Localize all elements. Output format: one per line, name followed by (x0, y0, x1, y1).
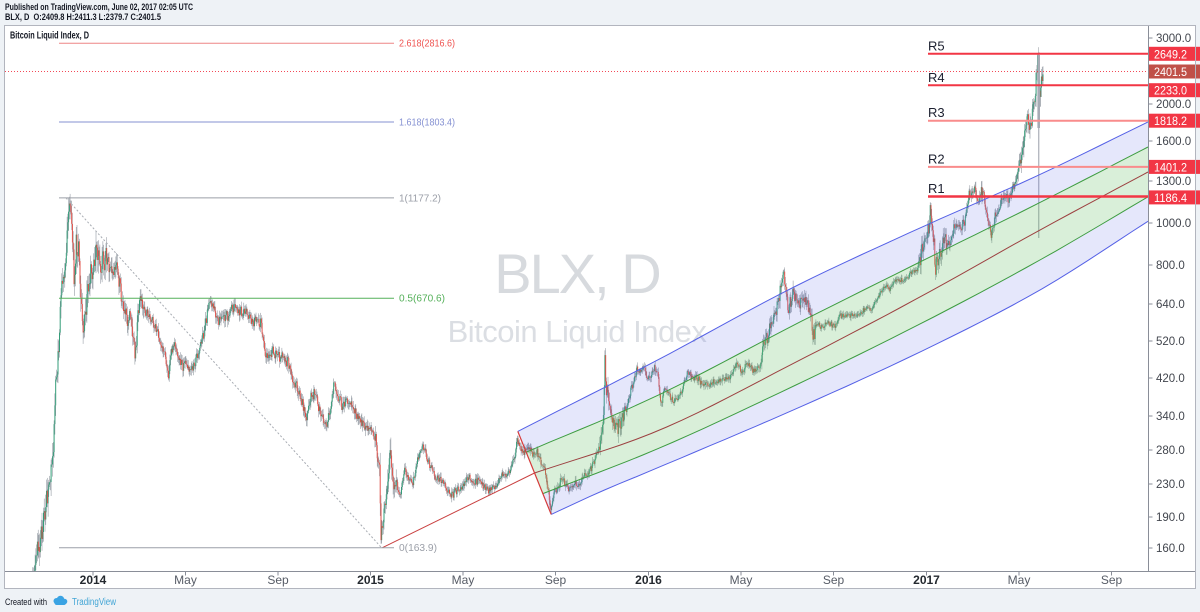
svg-text:Published on TradingView.com,: Published on TradingView.com, June 02, 2… (5, 2, 193, 13)
svg-text:BLX, D: BLX, D (494, 242, 659, 305)
svg-text:1818.2: 1818.2 (1154, 116, 1187, 128)
svg-text:R1: R1 (928, 181, 945, 196)
svg-text:800.0: 800.0 (1156, 260, 1185, 272)
svg-text:0(163.9): 0(163.9) (399, 543, 437, 554)
svg-text:2.618(2816.6): 2.618(2816.6) (399, 39, 455, 50)
svg-text:1600.0: 1600.0 (1156, 136, 1191, 148)
svg-text:Bitcoin Liquid Index: Bitcoin Liquid Index (448, 314, 708, 349)
svg-text:May: May (174, 573, 197, 587)
svg-text:R5: R5 (928, 38, 945, 53)
svg-text:R2: R2 (928, 151, 945, 166)
svg-text:R3: R3 (928, 105, 945, 120)
svg-text:May: May (452, 573, 475, 587)
svg-text:1000.0: 1000.0 (1156, 218, 1191, 230)
svg-text:2016: 2016 (635, 573, 662, 587)
svg-text:3000.0: 3000.0 (1156, 33, 1191, 45)
svg-text:190.0: 190.0 (1156, 512, 1185, 524)
svg-text:280.0: 280.0 (1156, 445, 1185, 457)
svg-text:Sep: Sep (267, 573, 289, 587)
svg-text:2014: 2014 (80, 573, 107, 587)
svg-text:2015: 2015 (357, 573, 384, 587)
svg-text:520.0: 520.0 (1156, 336, 1185, 348)
svg-text:2649.2: 2649.2 (1154, 49, 1187, 61)
svg-text:420.0: 420.0 (1156, 373, 1185, 385)
svg-text:2233.0: 2233.0 (1154, 86, 1187, 98)
svg-text:2401.5: 2401.5 (1154, 67, 1187, 79)
svg-text:Created with: Created with (5, 597, 47, 608)
svg-text:2000.0: 2000.0 (1156, 99, 1191, 111)
svg-text:BLX, D O:2409.8 H:2411.3 L:23: BLX, D O:2409.8 H:2411.3 L:2379.7 C:2401… (5, 12, 162, 23)
svg-text:Sep: Sep (823, 573, 845, 587)
svg-text:May: May (1008, 573, 1031, 587)
svg-text:1186.4: 1186.4 (1154, 193, 1188, 205)
svg-text:160.0: 160.0 (1156, 543, 1185, 555)
svg-text:0.5(670.6): 0.5(670.6) (399, 294, 445, 305)
svg-text:1401.2: 1401.2 (1154, 162, 1187, 174)
svg-text:Sep: Sep (1101, 573, 1123, 587)
svg-text:TradingView: TradingView (72, 597, 117, 608)
svg-text:R4: R4 (928, 70, 945, 85)
svg-text:1(1177.2): 1(1177.2) (399, 193, 441, 204)
svg-text:640.0: 640.0 (1156, 299, 1185, 311)
svg-text:Sep: Sep (545, 573, 567, 587)
svg-text:1300.0: 1300.0 (1156, 176, 1191, 188)
svg-text:May: May (730, 573, 753, 587)
svg-text:340.0: 340.0 (1156, 411, 1185, 423)
svg-text:1.618(1803.4): 1.618(1803.4) (399, 118, 455, 129)
svg-text:2017: 2017 (913, 573, 940, 587)
svg-text:230.0: 230.0 (1156, 479, 1185, 491)
svg-text:Bitcoin Liquid Index, D: Bitcoin Liquid Index, D (10, 30, 89, 42)
